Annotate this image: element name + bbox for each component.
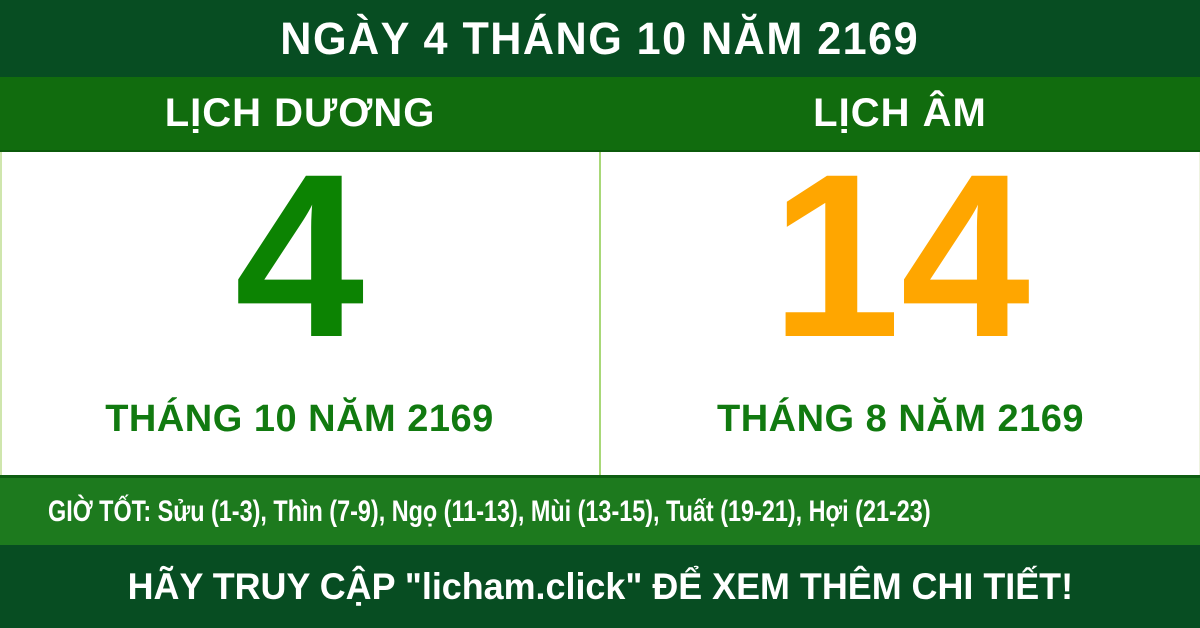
solar-day-number: 4: [234, 126, 365, 386]
solar-calendar-label: LỊCH DƯƠNG: [164, 91, 436, 135]
solar-panel: 4 THÁNG 10 NĂM 2169: [0, 140, 599, 475]
footer-text: HÃY TRUY CẬP "licham.click" ĐỂ XEM THÊM …: [127, 565, 1073, 607]
lunar-calendar-label: LỊCH ÂM: [813, 91, 987, 135]
solar-month-year: THÁNG 10 NĂM 2169: [105, 398, 494, 440]
good-hours-bar: GIỜ TỐT: Sửu (1-3), Thìn (7-9), Ngọ (11-…: [0, 475, 1200, 545]
footer-bar: HÃY TRUY CẬP "licham.click" ĐỂ XEM THÊM …: [0, 545, 1200, 628]
lunar-day-number: 14: [770, 126, 1031, 386]
lunar-month-year: THÁNG 8 NĂM 2169: [717, 398, 1084, 440]
good-hours-text: GIỜ TỐT: Sửu (1-3), Thìn (7-9), Ngọ (11-…: [48, 494, 931, 528]
calendar-panels: 4 THÁNG 10 NĂM 2169 14 THÁNG 8 NĂM 2169: [0, 140, 1200, 475]
date-title: NGÀY 4 THÁNG 10 NĂM 2169: [280, 12, 920, 64]
lunar-panel: 14 THÁNG 8 NĂM 2169: [601, 140, 1200, 475]
panel-divider: [599, 152, 601, 475]
calendar-labels-row: LỊCH DƯƠNG LỊCH ÂM: [0, 77, 1200, 152]
date-header-bar: NGÀY 4 THÁNG 10 NĂM 2169: [0, 0, 1200, 77]
